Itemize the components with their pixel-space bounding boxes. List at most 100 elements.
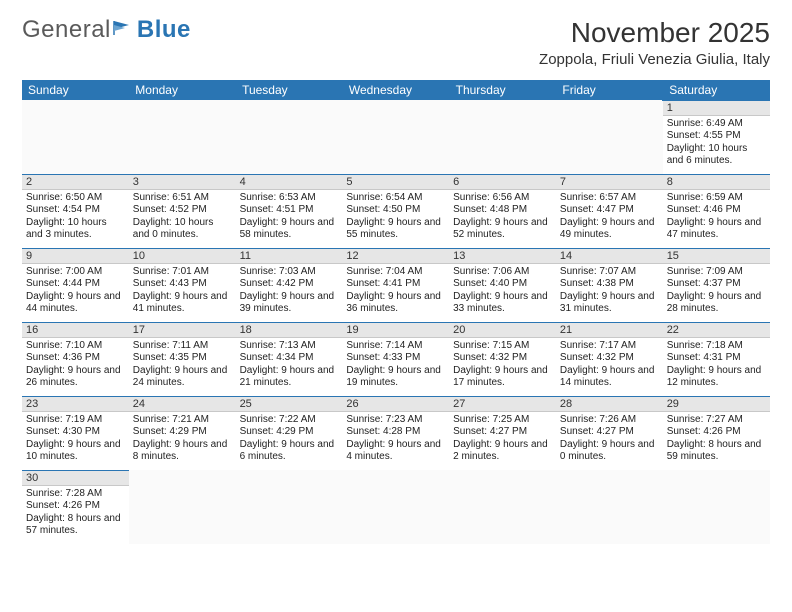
daylight: Daylight: 9 hours and 12 minutes. (667, 365, 766, 390)
sunrise: Sunrise: 6:53 AM (240, 192, 339, 205)
day-body: Sunrise: 7:04 AMSunset: 4:41 PMDaylight:… (342, 264, 449, 318)
day-body: Sunrise: 6:59 AMSunset: 4:46 PMDaylight:… (663, 190, 770, 244)
sunset: Sunset: 4:30 PM (26, 426, 125, 439)
logo-text-a: General (22, 18, 111, 42)
sunrise: Sunrise: 7:28 AM (26, 488, 125, 501)
sunrise: Sunrise: 7:15 AM (453, 340, 552, 353)
sunset: Sunset: 4:43 PM (133, 278, 232, 291)
daylight: Daylight: 9 hours and 28 minutes. (667, 291, 766, 316)
daylight: Daylight: 8 hours and 59 minutes. (667, 439, 766, 464)
day-number: 7 (556, 175, 663, 190)
flag-icon (113, 19, 135, 42)
calendar-cell (556, 100, 663, 174)
daylight: Daylight: 9 hours and 2 minutes. (453, 439, 552, 464)
sunrise: Sunrise: 6:54 AM (346, 192, 445, 205)
weekday-saturday: Saturday (663, 80, 770, 101)
calendar-cell (236, 100, 343, 174)
daylight: Daylight: 9 hours and 17 minutes. (453, 365, 552, 390)
title-block: November 2025 Zoppola, Friuli Venezia Gi… (539, 18, 770, 68)
daylight: Daylight: 9 hours and 14 minutes. (560, 365, 659, 390)
day-number: 28 (556, 397, 663, 412)
daylight: Daylight: 9 hours and 41 minutes. (133, 291, 232, 316)
calendar-cell: 15 Sunrise: 7:09 AMSunset: 4:37 PMDayligh… (663, 248, 770, 322)
calendar-cell (449, 100, 556, 174)
sunset: Sunset: 4:42 PM (240, 278, 339, 291)
day-body: Sunrise: 7:27 AMSunset: 4:26 PMDaylight:… (663, 412, 770, 466)
sunrise: Sunrise: 7:22 AM (240, 414, 339, 427)
sunset: Sunset: 4:36 PM (26, 352, 125, 365)
daylight: Daylight: 9 hours and 6 minutes. (240, 439, 339, 464)
calendar-cell (342, 470, 449, 544)
day-number: 15 (663, 249, 770, 264)
sunrise: Sunrise: 7:26 AM (560, 414, 659, 427)
sunset: Sunset: 4:33 PM (346, 352, 445, 365)
sunrise: Sunrise: 7:09 AM (667, 266, 766, 279)
sunrise: Sunrise: 7:04 AM (346, 266, 445, 279)
calendar-cell: 9Sunrise: 7:00 AMSunset: 4:44 PMDaylight… (22, 248, 129, 322)
sunset: Sunset: 4:26 PM (667, 426, 766, 439)
calendar-cell: 20Sunrise: 7:15 AMSunset: 4:32 PMDayligh… (449, 322, 556, 396)
logo: General Blue (22, 18, 191, 42)
daylight: Daylight: 9 hours and 21 minutes. (240, 365, 339, 390)
day-number: 21 (556, 323, 663, 338)
sunset: Sunset: 4:44 PM (26, 278, 125, 291)
sunrise: Sunrise: 6:56 AM (453, 192, 552, 205)
calendar-table: SundayMondayTuesdayWednesdayThursdayFrid… (22, 80, 770, 545)
calendar-cell (129, 100, 236, 174)
day-number: 29 (663, 397, 770, 412)
weekday-friday: Friday (556, 80, 663, 101)
day-body: Sunrise: 7:18 AMSunset: 4:31 PMDaylight:… (663, 338, 770, 392)
calendar-cell: 26Sunrise: 7:23 AMSunset: 4:28 PMDayligh… (342, 396, 449, 470)
calendar-cell (556, 470, 663, 544)
calendar-cell (129, 470, 236, 544)
daylight: Daylight: 10 hours and 6 minutes. (667, 143, 766, 168)
calendar-row: 1Sunrise: 6:49 AMSunset: 4:55 PMDaylight… (22, 100, 770, 174)
calendar-cell: 11Sunrise: 7:03 AMSunset: 4:42 PMDayligh… (236, 248, 343, 322)
calendar-cell: 2Sunrise: 6:50 AMSunset: 4:54 PMDaylight… (22, 174, 129, 248)
calendar-row: 16Sunrise: 7:10 AMSunset: 4:36 PMDayligh… (22, 322, 770, 396)
calendar-cell: 18Sunrise: 7:13 AMSunset: 4:34 PMDayligh… (236, 322, 343, 396)
sunset: Sunset: 4:51 PM (240, 204, 339, 217)
sunset: Sunset: 4:54 PM (26, 204, 125, 217)
sunrise: Sunrise: 7:13 AM (240, 340, 339, 353)
weekday-monday: Monday (129, 80, 236, 101)
sunset: Sunset: 4:28 PM (346, 426, 445, 439)
sunrise: Sunrise: 7:01 AM (133, 266, 232, 279)
day-number: 1 (663, 101, 770, 116)
daylight: Daylight: 9 hours and 55 minutes. (346, 217, 445, 242)
sunset: Sunset: 4:37 PM (667, 278, 766, 291)
sunset: Sunset: 4:32 PM (560, 352, 659, 365)
daylight: Daylight: 8 hours and 57 minutes. (26, 513, 125, 538)
day-body: Sunrise: 7:19 AMSunset: 4:30 PMDaylight:… (22, 412, 129, 466)
day-number: 16 (22, 323, 129, 338)
day-body: Sunrise: 6:49 AMSunset: 4:55 PMDaylight:… (663, 116, 770, 170)
daylight: Daylight: 10 hours and 0 minutes. (133, 217, 232, 242)
day-body: Sunrise: 6:54 AMSunset: 4:50 PMDaylight:… (342, 190, 449, 244)
day-body: Sunrise: 7:13 AMSunset: 4:34 PMDaylight:… (236, 338, 343, 392)
sunrise: Sunrise: 7:27 AM (667, 414, 766, 427)
sunset: Sunset: 4:41 PM (346, 278, 445, 291)
calendar-cell: 5Sunrise: 6:54 AMSunset: 4:50 PMDaylight… (342, 174, 449, 248)
sunrise: Sunrise: 7:18 AM (667, 340, 766, 353)
sunrise: Sunrise: 7:06 AM (453, 266, 552, 279)
calendar-cell: 10Sunrise: 7:01 AMSunset: 4:43 PMDayligh… (129, 248, 236, 322)
sunrise: Sunrise: 7:00 AM (26, 266, 125, 279)
day-body: Sunrise: 7:07 AMSunset: 4:38 PMDaylight:… (556, 264, 663, 318)
sunrise: Sunrise: 7:14 AM (346, 340, 445, 353)
calendar-cell: 28Sunrise: 7:26 AMSunset: 4:27 PMDayligh… (556, 396, 663, 470)
calendar-cell: 22Sunrise: 7:18 AMSunset: 4:31 PMDayligh… (663, 322, 770, 396)
day-body: Sunrise: 6:50 AMSunset: 4:54 PMDaylight:… (22, 190, 129, 244)
day-number: 25 (236, 397, 343, 412)
day-body: Sunrise: 7:11 AMSunset: 4:35 PMDaylight:… (129, 338, 236, 392)
sunset: Sunset: 4:29 PM (133, 426, 232, 439)
day-number: 24 (129, 397, 236, 412)
daylight: Daylight: 9 hours and 0 minutes. (560, 439, 659, 464)
sunset: Sunset: 4:55 PM (667, 130, 766, 143)
day-body: Sunrise: 7:00 AMSunset: 4:44 PMDaylight:… (22, 264, 129, 318)
sunset: Sunset: 4:48 PM (453, 204, 552, 217)
daylight: Daylight: 9 hours and 8 minutes. (133, 439, 232, 464)
day-number: 2 (22, 175, 129, 190)
calendar-cell: 17Sunrise: 7:11 AMSunset: 4:35 PMDayligh… (129, 322, 236, 396)
calendar-cell: 14Sunrise: 7:07 AMSunset: 4:38 PMDayligh… (556, 248, 663, 322)
sunset: Sunset: 4:32 PM (453, 352, 552, 365)
